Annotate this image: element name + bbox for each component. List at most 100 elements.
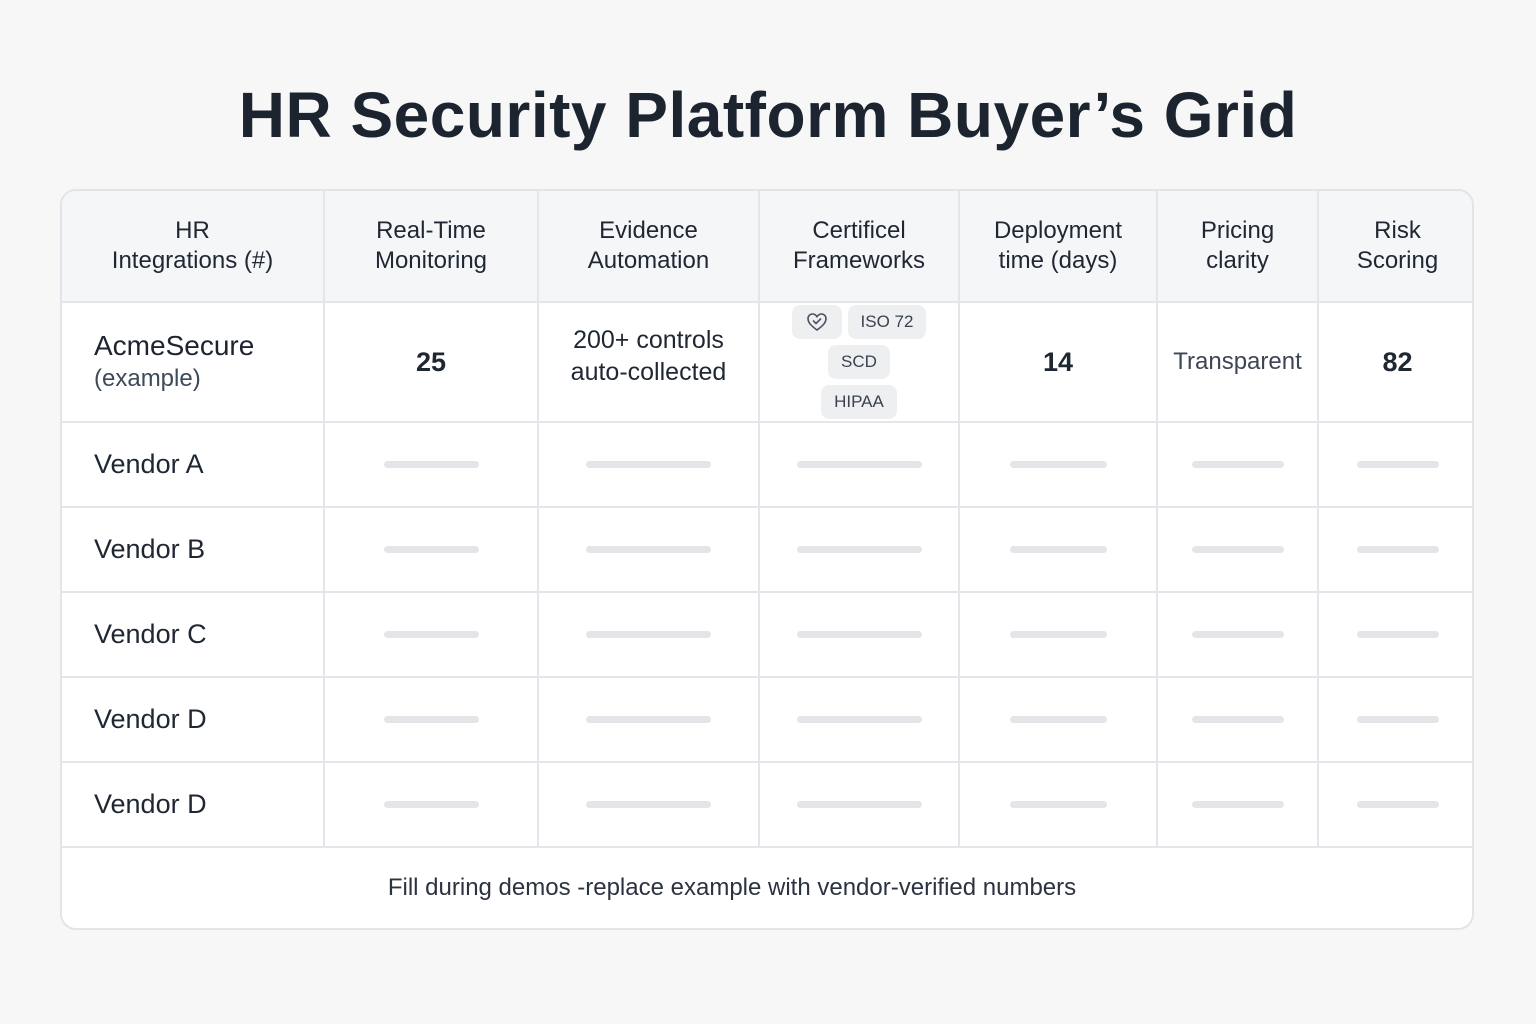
column-header-label: Real-Time Monitoring [374, 217, 488, 274]
empty-cell[interactable] [759, 422, 960, 508]
row-label-cell: AcmeSecure (example) [62, 302, 325, 423]
framework-badges: ISO 72 SCD HIPAA [789, 305, 929, 419]
placeholder-bar [1009, 631, 1107, 638]
empty-cell[interactable] [1318, 592, 1472, 678]
row-label-cell: Vendor D [62, 762, 325, 848]
placeholder-bar [1191, 801, 1284, 808]
empty-cell[interactable] [959, 507, 1158, 593]
empty-cell[interactable] [538, 422, 760, 508]
empty-cell[interactable] [959, 592, 1158, 678]
placeholder-bar [383, 801, 479, 808]
empty-cell[interactable] [324, 422, 539, 508]
column-header-label: Pricing clarity [1200, 217, 1275, 274]
vendor-name: Vendor D [94, 704, 207, 734]
placeholder-bar [796, 461, 922, 468]
placeholder-bar [1356, 461, 1439, 468]
empty-cell[interactable] [538, 677, 760, 763]
column-header-evidence-automation: Evidence Automation [538, 191, 760, 303]
real-time-monitoring-value: 25 [415, 346, 447, 377]
footer-note: Fill during demos -replace example with … [387, 874, 1077, 901]
empty-cell[interactable] [959, 422, 1158, 508]
placeholder-bar [1191, 716, 1284, 723]
cell-real-time-monitoring: 25 [324, 302, 539, 423]
placeholder-bar [1009, 546, 1107, 553]
placeholder-bar [796, 716, 922, 723]
buyers-grid-card: HR Integrations (#) Real-Time Monitoring… [60, 189, 1474, 930]
placeholder-bar [383, 461, 479, 468]
table-row: Vendor D [62, 762, 1472, 848]
placeholder-bar [1009, 461, 1107, 468]
row-label-cell: Vendor C [62, 592, 325, 678]
empty-cell[interactable] [1157, 507, 1319, 593]
empty-cell[interactable] [1318, 507, 1472, 593]
placeholder-bar [1009, 801, 1107, 808]
empty-cell[interactable] [324, 762, 539, 848]
placeholder-bar [586, 801, 711, 808]
vendor-name: Vendor B [94, 534, 206, 564]
empty-cell[interactable] [1318, 762, 1472, 848]
placeholder-bar [1191, 461, 1284, 468]
table-row: Vendor A [62, 422, 1472, 508]
column-header-risk-scoring: Risk Scoring [1318, 191, 1472, 303]
placeholder-bar [383, 631, 479, 638]
placeholder-bar [586, 546, 711, 553]
risk-scoring-value: 82 [1382, 346, 1413, 377]
empty-cell[interactable] [324, 507, 539, 593]
empty-cell[interactable] [538, 592, 760, 678]
placeholder-bar [1191, 631, 1284, 638]
empty-cell[interactable] [1157, 677, 1319, 763]
placeholder-bar [586, 716, 711, 723]
placeholder-bar [383, 546, 479, 553]
empty-cell[interactable] [1157, 762, 1319, 848]
column-header-label: Deployment time (days) [993, 217, 1123, 274]
empty-cell[interactable] [1318, 422, 1472, 508]
vendor-name: Vendor A [94, 449, 204, 479]
framework-badge-scd: SCD [828, 345, 890, 379]
framework-badge-hipaa: HIPAA [821, 385, 897, 419]
column-header-deployment-time: Deployment time (days) [959, 191, 1158, 303]
placeholder-bar [796, 546, 922, 553]
empty-cell[interactable] [759, 677, 960, 763]
placeholder-bar [1356, 546, 1439, 553]
empty-cell[interactable] [538, 507, 760, 593]
example-tag: (example) [94, 365, 201, 392]
cell-deployment-time: 14 [959, 302, 1158, 423]
example-vendor-name: AcmeSecure [94, 330, 255, 361]
table-row: Vendor D [62, 677, 1472, 763]
empty-cell[interactable] [1157, 592, 1319, 678]
table-row: Vendor C [62, 592, 1472, 678]
empty-cell[interactable] [1318, 677, 1472, 763]
placeholder-bar [1356, 716, 1439, 723]
heart-shield-icon [791, 305, 842, 339]
column-header-label: Risk Scoring [1356, 217, 1439, 274]
empty-cell[interactable] [1157, 422, 1319, 508]
placeholder-bar [586, 461, 711, 468]
vendor-name: Vendor C [94, 619, 207, 649]
column-header-frameworks: Certificel Frameworks [759, 191, 960, 303]
empty-cell[interactable] [759, 762, 960, 848]
header-row: HR Integrations (#) Real-Time Monitoring… [62, 191, 1472, 303]
column-header-hr-integrations: HR Integrations (#) [62, 191, 325, 303]
buyers-grid-table: HR Integrations (#) Real-Time Monitoring… [62, 191, 1472, 848]
page-title: HR Security Platform Buyer’s Grid [238, 79, 1298, 151]
empty-cell[interactable] [959, 677, 1158, 763]
pricing-clarity-value: Transparent [1173, 348, 1302, 375]
cell-pricing-clarity: Transparent [1157, 302, 1319, 423]
placeholder-bar [1356, 631, 1439, 638]
cell-frameworks: ISO 72 SCD HIPAA [759, 302, 960, 423]
column-header-pricing-clarity: Pricing clarity [1157, 191, 1319, 303]
cell-evidence-automation: 200+ controls auto-collected [538, 302, 760, 423]
deployment-time-value: 14 [1042, 346, 1074, 377]
placeholder-bar [383, 716, 479, 723]
empty-cell[interactable] [759, 592, 960, 678]
empty-cell[interactable] [324, 677, 539, 763]
vendor-name: Vendor D [94, 789, 207, 819]
empty-cell[interactable] [324, 592, 539, 678]
table-row-example: AcmeSecure (example) 25 200+ controls au… [62, 302, 1472, 423]
evidence-automation-value: 200+ controls auto-collected [570, 326, 727, 386]
empty-cell[interactable] [759, 507, 960, 593]
empty-cell[interactable] [959, 762, 1158, 848]
empty-cell[interactable] [538, 762, 760, 848]
column-header-real-time-monitoring: Real-Time Monitoring [324, 191, 539, 303]
cell-risk-scoring: 82 [1318, 302, 1472, 423]
